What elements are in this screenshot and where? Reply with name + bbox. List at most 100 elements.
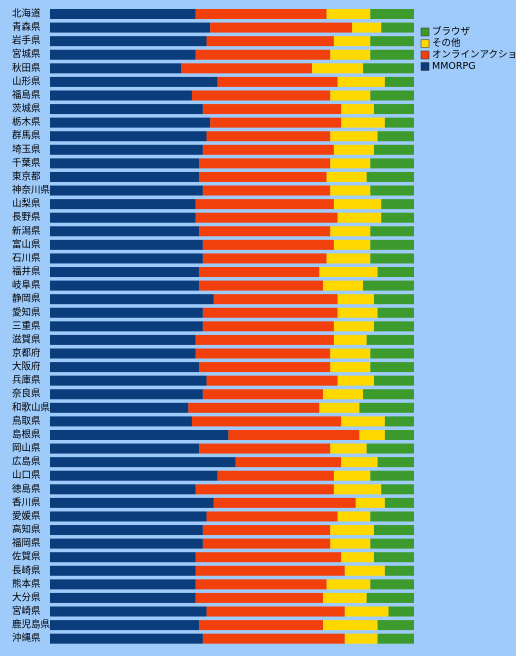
bar-segment (333, 199, 382, 210)
legend-swatch (420, 27, 430, 37)
bar-segment (366, 334, 414, 345)
bar-segment (337, 294, 374, 305)
y-tick-label: 香川県 (12, 497, 41, 508)
bar-segment (50, 348, 196, 359)
y-tick-label: 富山県 (12, 238, 41, 250)
bar-segment (370, 538, 414, 549)
bar-segment (50, 158, 200, 169)
bar-segment (341, 552, 374, 563)
bar-segment (384, 117, 414, 128)
bar-segment (50, 199, 196, 210)
y-tick-label: 秋田県 (12, 62, 41, 74)
bar-segment (50, 606, 207, 617)
bar-segment (373, 104, 414, 115)
bar-segment (323, 280, 364, 291)
bar-segment (366, 171, 414, 182)
bar-segment (199, 226, 331, 237)
legend-label: オンラインアクション (432, 50, 516, 61)
bar-segment (50, 416, 192, 427)
bar-segment (195, 592, 323, 603)
y-tick-label: 熊本県 (12, 578, 41, 590)
y-tick-label: 鳥取県 (12, 415, 41, 427)
bar-segment (344, 633, 378, 644)
bar-segment (373, 144, 414, 155)
bar-segment (50, 22, 211, 33)
bar-segment (373, 294, 414, 305)
bar-segment (50, 9, 196, 19)
bar-segment (384, 416, 414, 427)
bar-segment (370, 226, 414, 237)
y-tick-label: 徳島県 (12, 483, 41, 495)
bar-segment (195, 552, 342, 563)
bar-segment (370, 158, 414, 169)
y-tick-label: 群馬県 (12, 130, 41, 142)
y-tick-label: 京都府 (12, 347, 41, 359)
bar-segment (337, 375, 374, 386)
bar-segment (370, 36, 414, 47)
y-tick-label: 福島県 (12, 89, 41, 101)
bar-segment (384, 76, 414, 87)
y-tick-label: 奈良県 (12, 388, 41, 400)
bar-segment (50, 307, 203, 318)
bar-segment (50, 171, 200, 182)
y-tick-label: 東京都 (12, 170, 41, 182)
bar-segment (195, 579, 327, 590)
bar-segment (195, 212, 338, 223)
bar-segment (206, 606, 345, 617)
bar-segment (326, 9, 371, 19)
bar-segment (50, 484, 196, 495)
bar-segment (319, 402, 360, 413)
bar-segment (326, 579, 371, 590)
bar-segment (50, 49, 196, 60)
y-tick-label: 長野県 (12, 212, 41, 223)
y-tick-label: 岩手県 (12, 35, 41, 47)
bar-segment (50, 402, 189, 413)
bar-segment (199, 443, 331, 454)
bar-segment (235, 457, 342, 468)
bar-segment (199, 620, 323, 631)
bar-segment (323, 592, 367, 603)
legend-label: MMORPG (432, 61, 476, 72)
bar-segment (213, 497, 356, 508)
bar-segment (50, 226, 200, 237)
bar-segment (50, 552, 196, 563)
legend-swatch (420, 39, 430, 48)
y-tick-label: 静岡県 (12, 293, 41, 305)
bar-segment (195, 565, 345, 576)
bar-segment (333, 144, 374, 155)
bar-segment (330, 538, 371, 549)
bar-segment (384, 429, 414, 440)
bar-segment (50, 253, 203, 264)
y-tick-label: 岐阜県 (12, 279, 41, 291)
bar-segment (370, 348, 414, 359)
bar-segment (363, 389, 414, 400)
bar-segment (344, 565, 385, 576)
bar-segment (50, 239, 203, 250)
bar-segment (50, 565, 196, 576)
bar-segment (50, 470, 218, 481)
bar-segment (381, 199, 414, 210)
bar-segment (337, 307, 378, 318)
y-tick-label: 岡山県 (12, 443, 41, 454)
legend-swatch (420, 62, 430, 71)
bar-segment (181, 63, 313, 74)
bar-segment (388, 606, 414, 617)
bar-segment (195, 199, 334, 210)
bar-segment (50, 90, 192, 101)
bar-segment (370, 90, 414, 101)
bar-segment (363, 63, 414, 74)
y-tick-label: 佐賀県 (12, 551, 41, 563)
bar-segment (191, 416, 342, 427)
y-tick-label: 山形県 (12, 75, 41, 87)
bar-segment (330, 348, 371, 359)
bar-segment (337, 511, 371, 522)
y-tick-label: 鹿児島県 (12, 619, 51, 631)
bar-segment (330, 443, 367, 454)
bar-segment (50, 294, 214, 305)
bar-segment (319, 267, 378, 278)
bar-segment (373, 525, 414, 536)
bar-segment (202, 307, 338, 318)
bar-segment (359, 429, 385, 440)
bar-segment (363, 280, 414, 291)
